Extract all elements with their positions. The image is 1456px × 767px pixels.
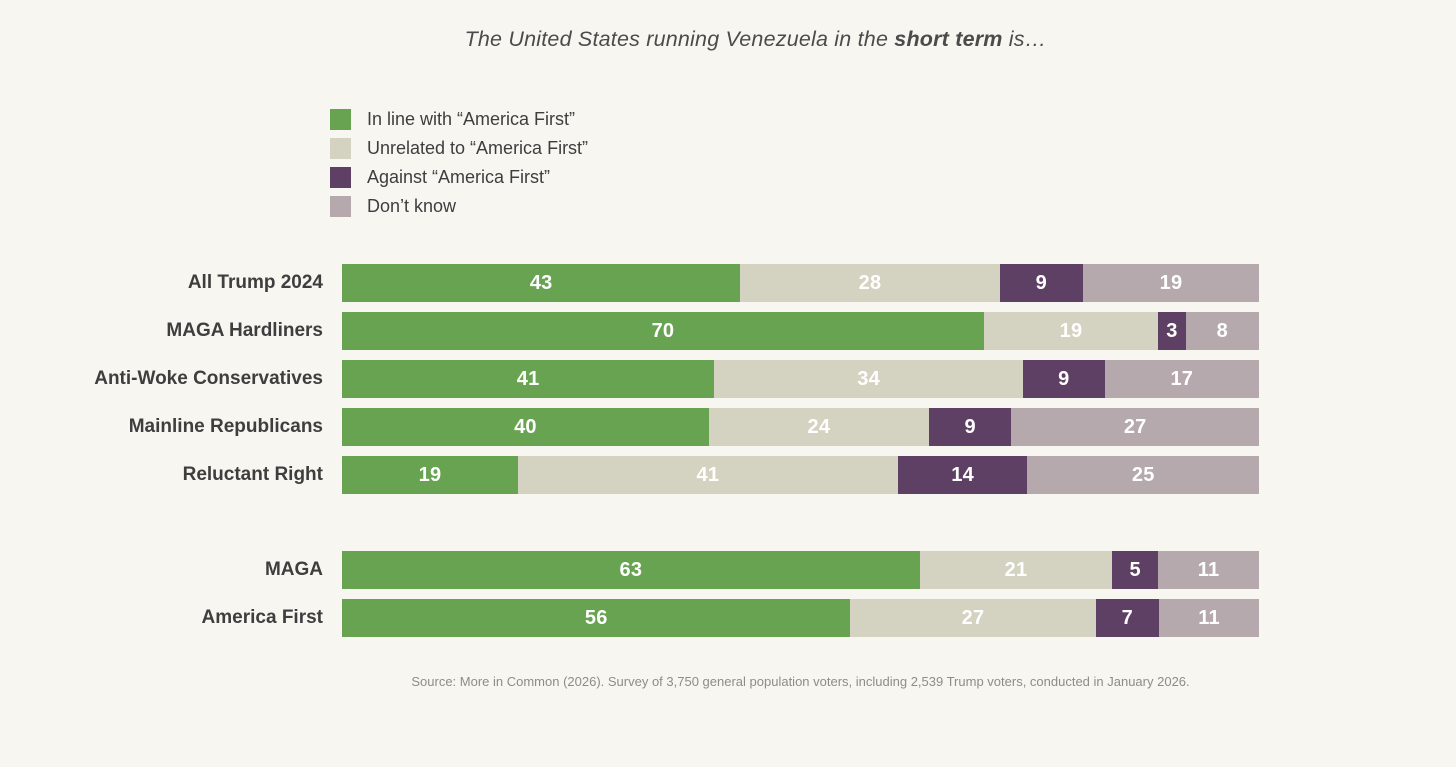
- chart-title: The United States running Venezuela in t…: [55, 27, 1456, 52]
- segment-value: 7: [1121, 606, 1133, 629]
- chart-row: Mainline Republicans 40 24 9 27: [0, 408, 1280, 446]
- bar-segment: 63: [342, 551, 920, 589]
- chart-row: America First 56 27 7 11: [0, 599, 1280, 637]
- segment-value: 27: [961, 606, 985, 629]
- legend-item: Against “America First”: [330, 167, 588, 188]
- row-bar: 43 28 9 19: [342, 264, 1259, 302]
- segment-value: 24: [807, 415, 831, 438]
- segment-value: 56: [584, 606, 608, 629]
- legend-swatch-icon: [330, 167, 351, 188]
- segment-value: 40: [514, 415, 537, 438]
- bar-segment: 56: [342, 599, 851, 637]
- legend-label: Don’t know: [367, 196, 457, 216]
- segment-value: 25: [1131, 463, 1155, 486]
- legend-swatch-icon: [330, 138, 351, 159]
- segment-value: 41: [516, 367, 540, 390]
- legend-label: Against “America First”: [367, 167, 551, 187]
- chart-row: Reluctant Right 19 41 14 25: [0, 456, 1280, 494]
- row-bar: 63 21 5 11: [342, 551, 1259, 589]
- segment-value: 28: [858, 271, 882, 294]
- segment-value: 19: [418, 463, 442, 486]
- bar-segment: 11: [1158, 551, 1259, 589]
- title-bold-phrase: short term: [894, 27, 1003, 51]
- bar-segment: 14: [897, 456, 1028, 494]
- title-suffix: is…: [1002, 27, 1047, 51]
- bar-segment: 24: [708, 408, 929, 446]
- legend: In line with “America First” Unrelated t…: [330, 109, 588, 225]
- segment-value: 9: [1035, 271, 1047, 294]
- segment-value: 27: [1123, 415, 1147, 438]
- bar-segment: 3: [1158, 312, 1186, 350]
- segment-value: 19: [1059, 319, 1083, 342]
- row-bar: 40 24 9 27: [342, 408, 1259, 446]
- bar-segment: 7: [1095, 599, 1160, 637]
- bar-segment: 17: [1104, 360, 1259, 398]
- segment-value: 11: [1197, 558, 1220, 581]
- bar-segment: 21: [919, 551, 1113, 589]
- row-label: Anti-Woke Conservatives: [94, 368, 323, 389]
- segment-value: 14: [951, 463, 974, 486]
- row-label: America First: [201, 607, 323, 628]
- segment-value: 70: [651, 319, 675, 342]
- bar-segment: 8: [1185, 312, 1259, 350]
- bar-segment: 19: [983, 312, 1159, 350]
- row-label: MAGA Hardliners: [166, 320, 323, 341]
- bar-segment: 43: [342, 264, 741, 302]
- bar-segment: 11: [1159, 599, 1259, 637]
- bar-segment: 19: [342, 456, 518, 494]
- row-label: All Trump 2024: [187, 272, 323, 293]
- row-bar: 56 27 7 11: [342, 599, 1259, 637]
- row-bar: 19 41 14 25: [342, 456, 1259, 494]
- bar-segment: 40: [342, 408, 709, 446]
- segment-value: 17: [1170, 367, 1194, 390]
- row-label: MAGA: [264, 559, 323, 580]
- segment-value: 9: [964, 415, 976, 438]
- row-bar: 70 19 3 8: [342, 312, 1259, 350]
- bar-segment: 9: [928, 408, 1012, 446]
- bar-segment: 70: [342, 312, 984, 350]
- bar-segment: 41: [342, 360, 715, 398]
- chart-row: All Trump 2024 43 28 9 19: [0, 264, 1280, 302]
- legend-item: Unrelated to “America First”: [330, 138, 588, 159]
- legend-swatch-icon: [330, 196, 351, 217]
- legend-swatch-icon: [330, 109, 351, 130]
- segment-value: 34: [857, 367, 880, 390]
- segment-value: 8: [1216, 319, 1228, 342]
- title-prefix: The United States running Venezuela in t…: [464, 27, 895, 51]
- legend-label: Unrelated to “America First”: [367, 138, 589, 158]
- legend-item: In line with “America First”: [330, 109, 588, 130]
- segment-value: 19: [1159, 271, 1183, 294]
- row-label: Mainline Republicans: [128, 416, 323, 437]
- bar-segment: 19: [1082, 264, 1259, 302]
- segment-value: 5: [1129, 558, 1141, 581]
- row-bar: 41 34 9 17: [342, 360, 1259, 398]
- bar-segment: 5: [1112, 551, 1159, 589]
- bar-segment: 28: [740, 264, 1000, 302]
- chart-row: Anti-Woke Conservatives 41 34 9 17: [0, 360, 1280, 398]
- bar-segment: 41: [517, 456, 898, 494]
- bar-segment: 9: [999, 264, 1083, 302]
- legend-item: Don’t know: [330, 196, 588, 217]
- segment-value: 21: [1004, 558, 1028, 581]
- stacked-bar-chart: All Trump 2024 43 28 9 19 MAGA Hardliners 7…: [0, 264, 1280, 637]
- segment-value: 41: [696, 463, 720, 486]
- segment-value: 9: [1058, 367, 1070, 390]
- segment-value: 11: [1198, 606, 1220, 629]
- segment-value: 63: [619, 558, 643, 581]
- chart-row: MAGA 63 21 5 11: [0, 551, 1280, 589]
- segment-value: 43: [529, 271, 553, 294]
- bar-segment: 25: [1027, 456, 1259, 494]
- row-label: Reluctant Right: [182, 464, 323, 485]
- bar-segment: 9: [1022, 360, 1105, 398]
- legend-label: In line with “America First”: [367, 109, 576, 129]
- segment-value: 3: [1166, 319, 1178, 342]
- source-note: Source: More in Common (2026). Survey of…: [411, 674, 1190, 689]
- bar-segment: 27: [1011, 408, 1259, 446]
- bar-segment: 34: [714, 360, 1023, 398]
- chart-row: MAGA Hardliners 70 19 3 8: [0, 312, 1280, 350]
- bar-segment: 27: [850, 599, 1096, 637]
